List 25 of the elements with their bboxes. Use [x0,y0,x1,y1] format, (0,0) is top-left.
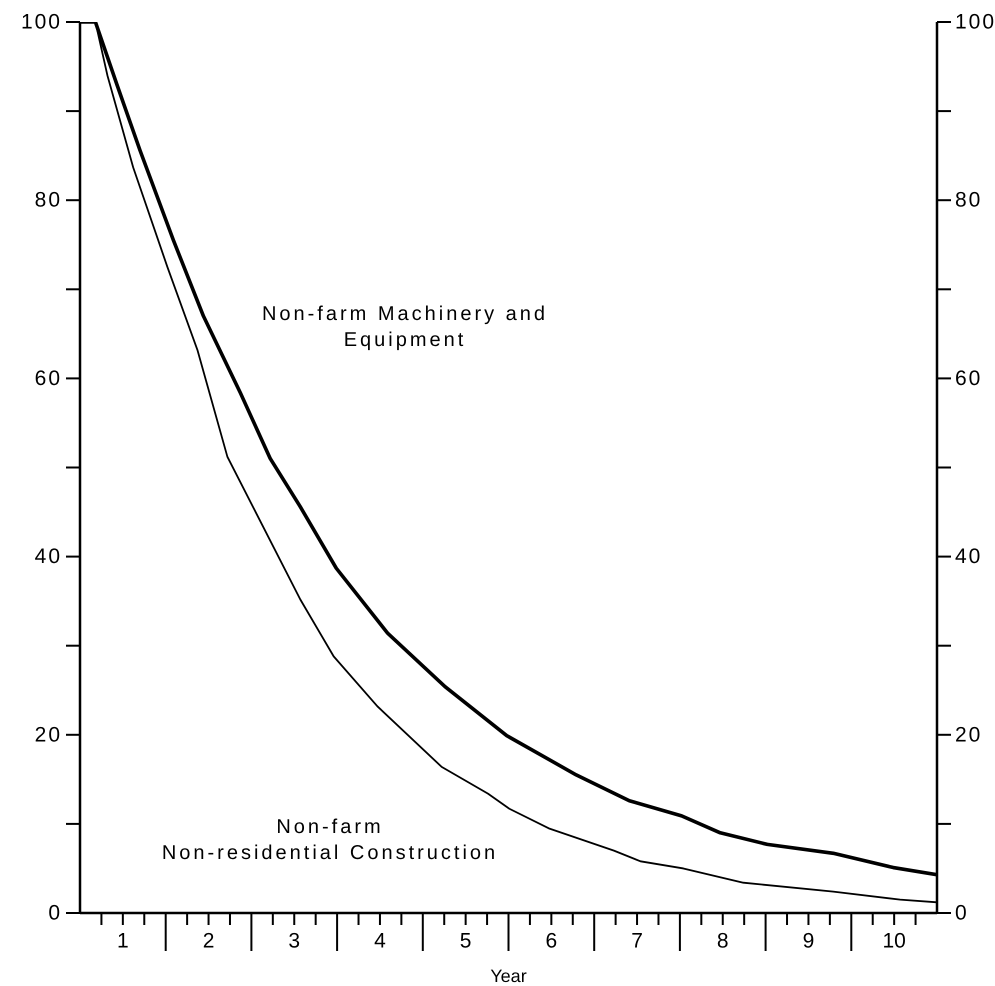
x-tick-label: 2 [202,930,214,952]
x-tick-label: 8 [716,930,729,952]
x-tick-label: 7 [631,930,643,952]
y2-tick-label: 40 [955,545,982,568]
y2-tick-label: 60 [955,366,982,390]
y-tick-label: 80 [34,188,62,212]
x-tick-label: 9 [802,930,814,952]
y-tick-label: 0 [48,902,62,924]
x-tick-label: 5 [460,930,472,952]
y2-tick-label: 0 [955,902,969,924]
y2-tick-label: 20 [955,723,982,746]
x-tick-label: 1 [117,930,129,952]
y2-tick-label: 100 [955,10,995,34]
x-tick-label: 4 [374,930,386,952]
x-tick-label: 3 [288,930,300,952]
series-label: Non-farm Machinery and Equipment [260,302,550,353]
series-label: Non-farm Non-residential Construction [160,815,500,866]
y2-tick-label: 80 [955,188,982,212]
x-axis-title: Year [490,966,527,986]
y-tick-label: 40 [34,545,62,568]
x-tick-label: 6 [546,930,558,952]
y-tick-label: 100 [20,10,62,34]
x-tick-label: 10 [882,930,906,952]
y-tick-label: 20 [34,723,62,746]
y-tick-label: 60 [34,366,62,390]
